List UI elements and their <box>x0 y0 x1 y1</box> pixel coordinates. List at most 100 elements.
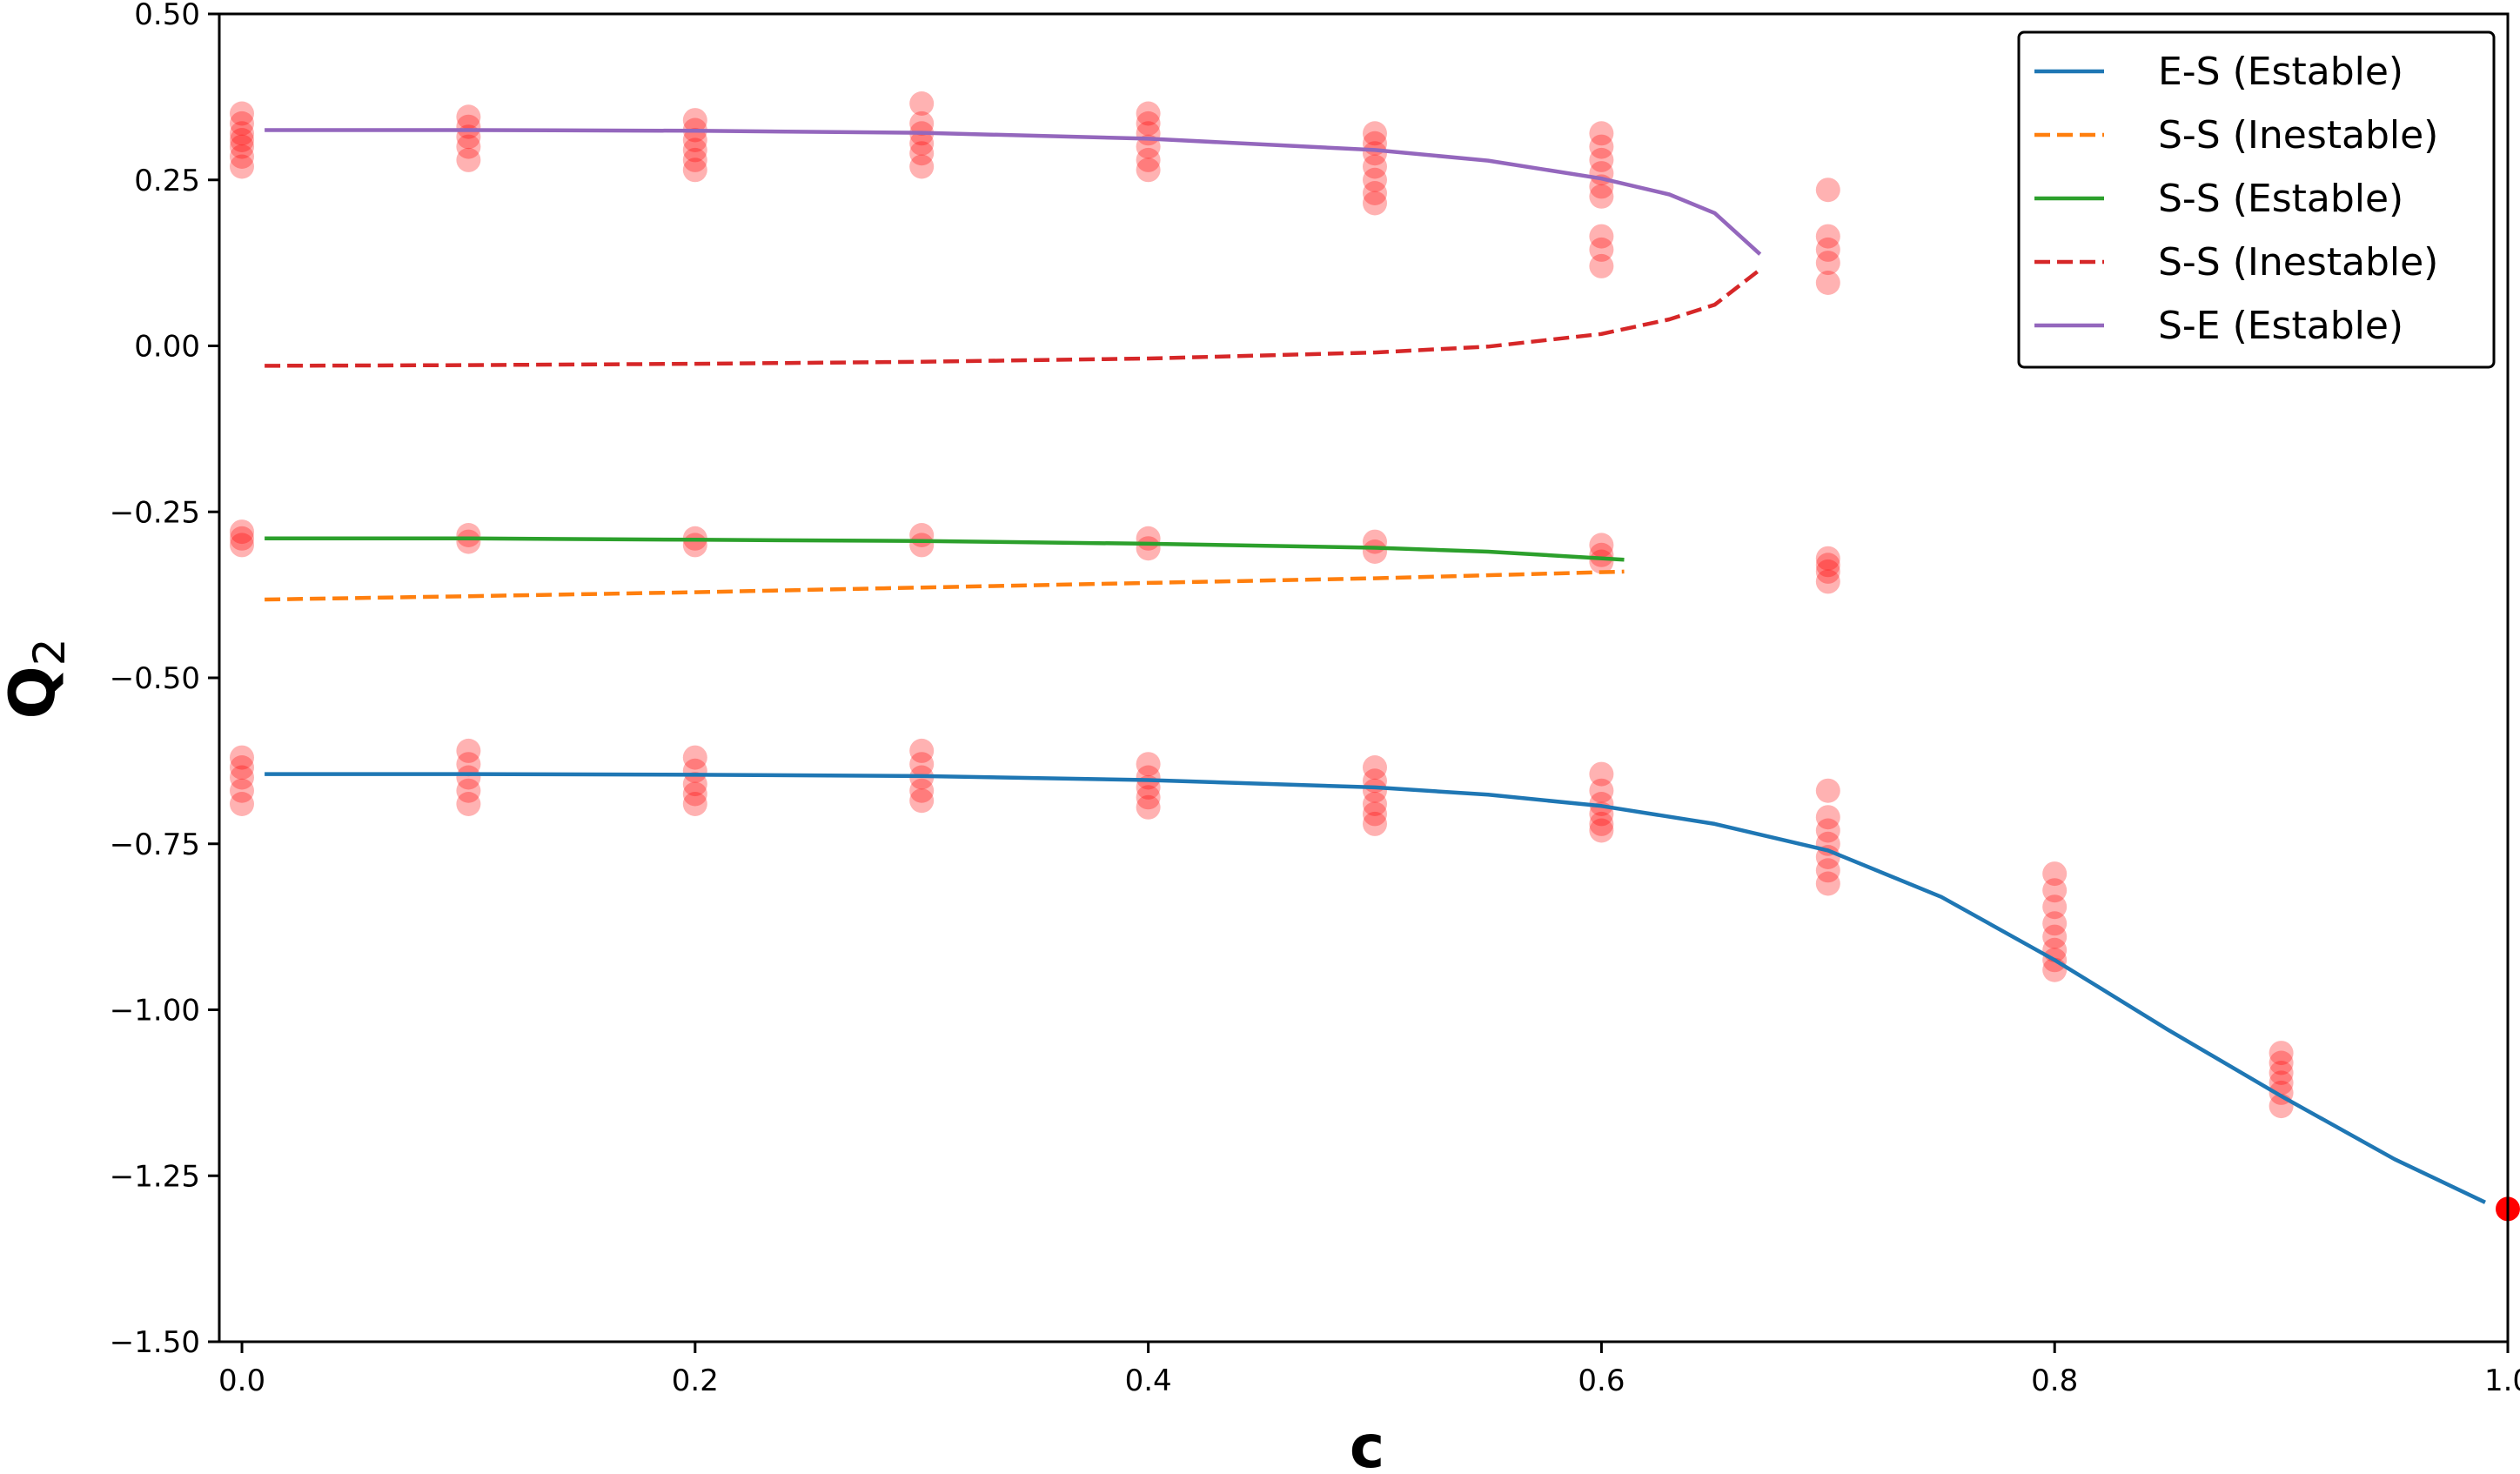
scatter-point <box>1815 871 1840 896</box>
scatter-point <box>230 111 254 136</box>
scatter-point <box>1136 101 1161 126</box>
x-axis-title: c <box>1350 1413 1384 1474</box>
scatter-point <box>1815 224 1840 249</box>
scatter-point <box>1589 778 1614 803</box>
scatter-point <box>909 111 935 136</box>
scatter-point <box>682 781 707 807</box>
scatter-point <box>1589 224 1614 249</box>
y-tick-label: −0.75 <box>110 827 200 862</box>
y-tick-label: 0.25 <box>134 164 200 198</box>
scatter-point <box>1589 134 1614 159</box>
y-tick-label: −1.25 <box>110 1159 200 1194</box>
scatter-point <box>682 147 707 172</box>
legend-label-3: S-S (Estable) <box>2158 177 2403 221</box>
scatter-point <box>2269 1070 2294 1095</box>
scatter-point <box>1815 178 1840 203</box>
series-line-3 <box>265 536 1625 562</box>
scatter-point <box>1363 154 1387 179</box>
legend-label-1: E-S (Estable) <box>2158 50 2403 94</box>
scatter-point <box>682 137 707 163</box>
scatter-point <box>230 121 254 146</box>
series-line-1 <box>265 772 2486 1204</box>
scatter-point <box>1363 191 1387 216</box>
scatter-point <box>2269 1041 2294 1066</box>
scatter-point <box>456 147 481 172</box>
scatter-point <box>909 788 935 814</box>
scatter-point <box>1363 121 1387 146</box>
y-axis-ticks: 0.50 0.25 0.00 −0.25 −0.50 −0.75 −1.00 −1.25 −1.… <box>110 0 219 1360</box>
scatter-point <box>909 778 935 803</box>
y-axis-title-main: Q <box>0 666 69 719</box>
scatter-point <box>1815 251 1840 276</box>
scatter-point <box>1363 792 1387 816</box>
scatter-point <box>456 114 481 139</box>
scatter-point <box>1815 858 1840 883</box>
y-tick-label: 0.50 <box>134 0 200 32</box>
scatter-point <box>456 738 481 763</box>
scatter-point <box>456 523 481 547</box>
scatter-point <box>1136 147 1161 172</box>
scatter-point <box>1363 141 1387 166</box>
scatter-point <box>1363 755 1387 780</box>
legend-label-2: S-S (Inestable) <box>2158 113 2438 157</box>
x-tick-label: 1.0 <box>2484 1363 2520 1398</box>
scatter-point <box>682 533 707 558</box>
scatter-point <box>2042 911 2068 936</box>
y-tick-label: −1.00 <box>110 994 200 1028</box>
y-tick-label: 0.00 <box>134 330 200 365</box>
scatter-point <box>1589 533 1614 558</box>
scatter-point <box>1815 818 1840 843</box>
y-axis-title: Q2 <box>0 638 75 719</box>
scatter-point <box>2042 894 2068 920</box>
scatter-point <box>1363 181 1387 205</box>
scatter-point <box>682 758 707 783</box>
scatter-point <box>1136 765 1161 790</box>
scatter-point <box>682 128 707 152</box>
scatter-point <box>1363 778 1387 803</box>
scatter-point <box>1589 147 1614 172</box>
scatter-point <box>1589 818 1614 843</box>
y-tick-label: −1.50 <box>110 1325 200 1360</box>
series-line-5 <box>265 128 1762 256</box>
legend: E-S (Estable) S-S (Inestable) S-S (Estable… <box>2017 30 2496 369</box>
y-tick-label: −0.25 <box>110 495 200 530</box>
scatter-point <box>230 533 254 558</box>
scatter-point <box>230 519 254 545</box>
scatter-point <box>230 755 254 780</box>
scatter-point <box>1589 761 1614 787</box>
scatter-point <box>1589 549 1614 574</box>
y-tick-label: −0.50 <box>110 661 200 696</box>
scatter-point <box>1589 237 1614 262</box>
legend-label-4: S-S (Inestable) <box>2158 240 2438 285</box>
scatter-point <box>230 101 254 126</box>
scatter-point <box>230 765 254 790</box>
scatter-point <box>1136 785 1161 810</box>
scatter-point <box>1363 801 1387 827</box>
scatter-layer <box>230 91 2520 1222</box>
series-line-2 <box>265 569 1625 602</box>
scatter-point <box>682 772 707 797</box>
scatter-point <box>230 792 254 816</box>
scatter-point <box>1136 752 1161 777</box>
y-axis-title-subscript: 2 <box>24 638 75 666</box>
scatter-point <box>230 778 254 803</box>
scatter-point <box>2269 1061 2294 1085</box>
scatter-point <box>456 104 481 130</box>
scatter-point <box>1815 559 1840 584</box>
series-lines-layer <box>265 128 2486 1204</box>
scatter-point <box>456 752 481 777</box>
scatter-point <box>1363 539 1387 564</box>
scatter-point <box>682 108 707 133</box>
scatter-point <box>909 752 935 777</box>
scatter-point <box>1363 811 1387 836</box>
scatter-point <box>2269 1050 2294 1075</box>
scatter-point <box>909 738 935 763</box>
scatter-point <box>1589 253 1614 278</box>
scatter-point <box>1136 111 1161 136</box>
scatter-point <box>1589 184 1614 209</box>
scatter-point <box>230 144 254 169</box>
scatter-point <box>1815 805 1840 830</box>
scatter-point <box>456 792 481 816</box>
series-line-4 <box>265 268 1762 368</box>
